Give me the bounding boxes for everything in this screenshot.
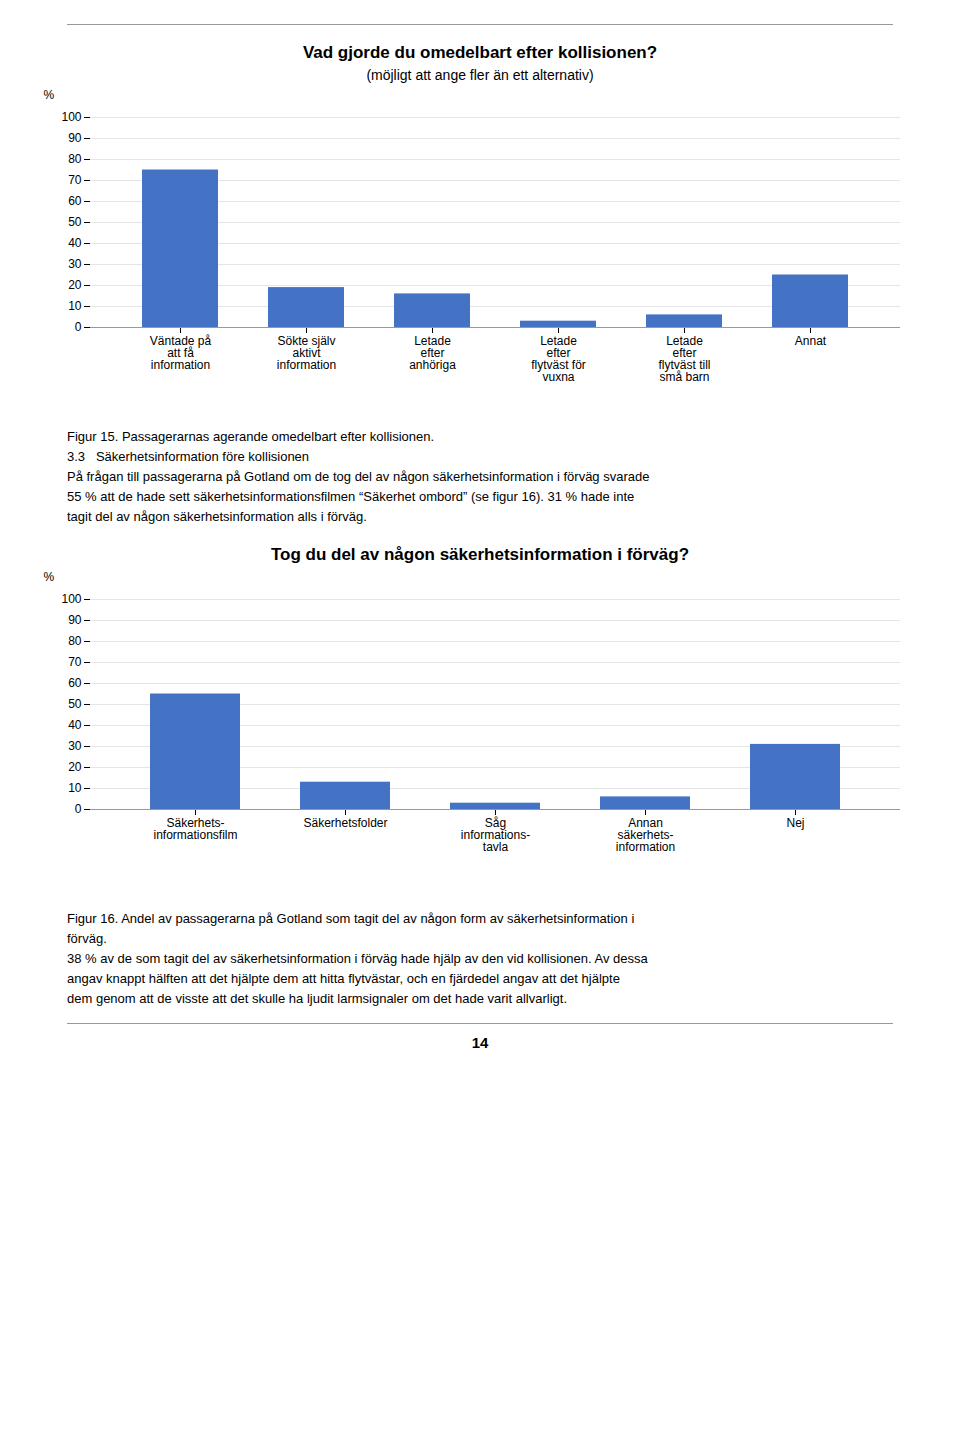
- svg-text:Säkerhets-informationsfilm: Säkerhets-informationsfilm: [153, 816, 237, 842]
- svg-text:100: 100: [61, 592, 81, 606]
- svg-text:0: 0: [75, 320, 82, 334]
- svg-text:70: 70: [68, 173, 82, 187]
- svg-text:Säkerhetsfolder: Säkerhetsfolder: [303, 816, 387, 830]
- svg-text:70: 70: [68, 655, 82, 669]
- svg-text:30: 30: [68, 739, 82, 753]
- html-text:Tog du del av någon säkerhetsi: Tog du del av någon säkerhetsinformation…: [270, 545, 690, 564]
- html-text:Vad gjorde du omedelbart efter: Vad gjorde du omedelbart efter kollision…: [302, 43, 658, 62]
- svg-text:Sökte självaktivtinformation: Sökte självaktivtinformation: [277, 334, 336, 372]
- svg-text:%: %: [44, 88, 55, 102]
- svg-text:40: 40: [68, 236, 82, 250]
- svg-text:50: 50: [68, 697, 82, 711]
- html-text:14: 14: [471, 1034, 489, 1051]
- svg-text:0: 0: [75, 802, 82, 816]
- html-text:angav knappt hälften att det h: angav knappt hälften att det hjälpte dem…: [67, 971, 620, 986]
- html-text:38 % av de som tagit del av sä: 38 % av de som tagit del av säkerhetsinf…: [67, 951, 648, 966]
- svg-text:10: 10: [68, 781, 82, 795]
- html-text:Figur 15. Passagerarnas ageran: Figur 15. Passagerarnas agerande omedelb…: [67, 429, 435, 444]
- svg-text:Annat: Annat: [795, 334, 827, 348]
- svg-text:30: 30: [68, 257, 82, 271]
- svg-text:100: 100: [61, 110, 81, 124]
- html-text:Figur 16. Andel av passagerarn: Figur 16. Andel av passagerarna på Gotla…: [67, 911, 635, 926]
- svg-text:Väntade påatt fåinformation: Väntade påatt fåinformation: [150, 334, 212, 372]
- svg-text:40: 40: [68, 718, 82, 732]
- svg-text:%: %: [44, 570, 55, 584]
- svg-text:20: 20: [68, 278, 82, 292]
- svg-text:Annansäkerhets-information: Annansäkerhets-information: [616, 816, 675, 854]
- svg-text:90: 90: [68, 613, 82, 627]
- svg-text:Letadeefterflytväst tillsmå ba: Letadeefterflytväst tillsmå barn: [658, 334, 710, 384]
- html-text:(möjligt att ange fler än ett: (möjligt att ange fler än ett alternativ…: [366, 67, 594, 83]
- html-text:dem genom att de visste att de: dem genom att de visste att det skulle h…: [67, 991, 567, 1006]
- html-text:55 % att de hade sett säkerhet: 55 % att de hade sett säkerhetsinformati…: [67, 489, 635, 504]
- svg-text:20: 20: [68, 760, 82, 774]
- svg-text:90: 90: [68, 131, 82, 145]
- svg-text:Nej: Nej: [786, 816, 804, 830]
- html-text:På frågan till passagerarna på: På frågan till passagerarna på Gotland o…: [67, 469, 650, 484]
- svg-text:80: 80: [68, 152, 82, 166]
- svg-text:Såginformations-tavla: Såginformations-tavla: [461, 816, 530, 854]
- svg-text:50: 50: [68, 215, 82, 229]
- svg-text:60: 60: [68, 676, 82, 690]
- svg-text:80: 80: [68, 634, 82, 648]
- html-text:tagit del av någon säkerhetsin: tagit del av någon säkerhetsinformation …: [67, 509, 367, 524]
- svg-text:Letadeefterflytväst förvuxna: Letadeefterflytväst förvuxna: [531, 334, 586, 384]
- svg-text:60: 60: [68, 194, 82, 208]
- html-text:3.3 Säkerhetsinformation före: 3.3 Säkerhetsinformation före kollisione…: [67, 449, 310, 464]
- svg-text:Letadeefteranhöriga: Letadeefteranhöriga: [409, 334, 456, 372]
- svg-text:10: 10: [68, 299, 82, 313]
- html-text:förväg.: förväg.: [67, 931, 107, 946]
